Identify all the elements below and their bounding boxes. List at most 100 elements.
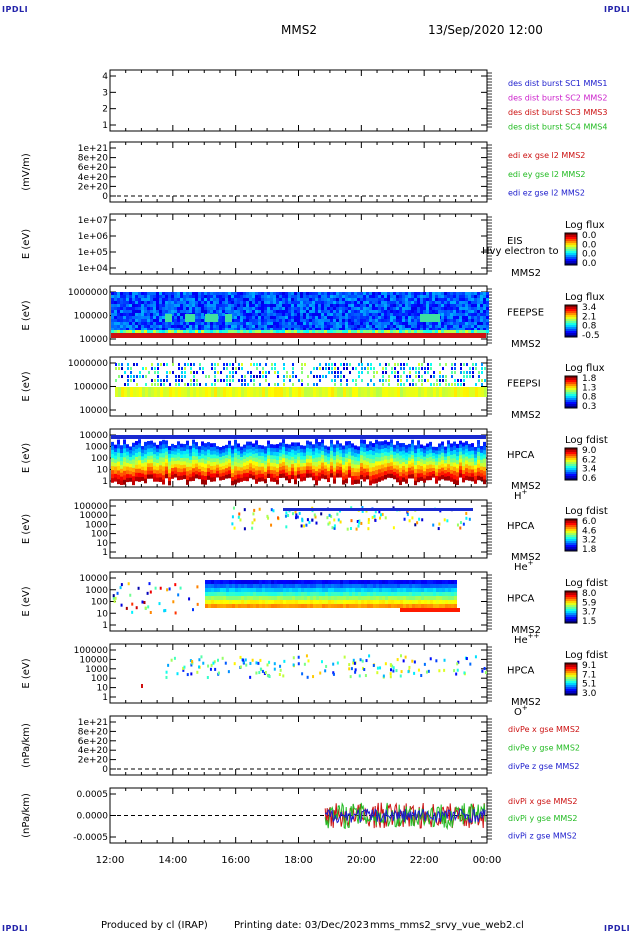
- spec-cell: [399, 325, 402, 328]
- spec-cell: [390, 295, 393, 298]
- spec-cell: [232, 371, 234, 374]
- spec-cell: [229, 600, 232, 604]
- spec-cell: [324, 301, 327, 304]
- spec-cell: [417, 469, 420, 474]
- spec-cell: [300, 445, 303, 450]
- spec-cell: [363, 476, 366, 482]
- spec-cell: [319, 367, 321, 370]
- spec-cell: [384, 447, 387, 453]
- spec-cell: [216, 330, 219, 333]
- spec-cell: [211, 592, 214, 596]
- spec-cell: [267, 301, 270, 304]
- spec-cell: [474, 292, 477, 295]
- spec-cell: [117, 466, 120, 471]
- spec-cell: [321, 454, 324, 460]
- spec-cell: [333, 475, 336, 480]
- spec-cell: [166, 375, 168, 378]
- spec-cell: [117, 330, 120, 333]
- spec-cell: [351, 316, 354, 319]
- spec-cell: [177, 313, 180, 316]
- spec-cell: [219, 460, 222, 464]
- spec-cell: [234, 466, 237, 472]
- legend-entry: divPi y gse MMS2: [508, 814, 577, 823]
- spec-cell: [336, 473, 339, 478]
- spec-cell: [348, 319, 351, 322]
- spec-cell: [192, 298, 195, 301]
- spec-cell: [174, 454, 177, 459]
- spec-cell: [354, 325, 357, 328]
- spec-cell: [216, 301, 219, 304]
- spec-cell: [208, 600, 211, 604]
- spec-cell: [255, 457, 258, 463]
- spec-cell: [459, 469, 462, 474]
- spec-cell: [363, 325, 366, 328]
- spec-cell: [301, 367, 303, 370]
- spec-cell: [348, 325, 351, 328]
- spec-cell: [420, 301, 423, 304]
- spec-cell: [300, 459, 303, 464]
- spec-cell: [180, 322, 183, 325]
- spec-cell: [339, 450, 342, 454]
- spec-cell: [126, 330, 129, 333]
- spec-cell: [162, 475, 165, 481]
- spec-cell: [360, 521, 363, 525]
- spec-cell: [120, 301, 123, 304]
- spec-cell: [262, 367, 264, 370]
- spec-cell: [439, 363, 441, 366]
- spec-cell: [279, 473, 282, 478]
- spec-cell: [180, 292, 183, 295]
- spec-cell: [144, 462, 147, 467]
- spec-cell: [244, 375, 246, 378]
- spec-cell: [414, 445, 417, 450]
- spec-cell: [175, 375, 177, 378]
- spec-cell: [177, 452, 180, 458]
- spec-cell: [345, 457, 348, 463]
- spec-cell: [397, 371, 399, 374]
- spec-cell: [375, 298, 378, 301]
- spec-cell: [126, 447, 129, 453]
- spec-cell: [198, 328, 201, 331]
- spec-cell: [156, 322, 159, 325]
- spec-cell: [339, 298, 342, 301]
- spec-cell: [309, 459, 312, 464]
- spec-cell: [171, 467, 174, 472]
- spec-patch: [420, 314, 440, 322]
- spec-cell: [232, 363, 234, 366]
- spec-cell: [481, 387, 484, 397]
- spec-cell: [390, 454, 393, 459]
- spec-cell: [303, 304, 306, 307]
- spec-cell: [294, 454, 297, 460]
- spec-cell: [291, 316, 294, 319]
- spec-cell: [432, 458, 435, 463]
- spec-cell: [486, 313, 489, 316]
- spec-cell: [483, 307, 486, 310]
- spec-cell: [426, 461, 429, 466]
- spec-cell: [369, 476, 372, 482]
- spec-cell: [252, 310, 255, 313]
- spec-cell: [483, 458, 486, 464]
- spec-cell: [181, 371, 183, 374]
- spec-cell: [264, 307, 267, 310]
- spec-cell: [111, 295, 114, 298]
- spec-cell: [366, 313, 369, 316]
- spec-cell: [244, 592, 247, 596]
- spec-cell: [291, 307, 294, 310]
- spec-cell: [261, 330, 264, 333]
- spec-cell: [399, 292, 402, 295]
- spec-cell: [339, 310, 342, 313]
- spec-cell: [133, 363, 135, 366]
- spec-cell: [291, 325, 294, 328]
- spec-cell: [444, 298, 447, 301]
- spec-cell: [366, 322, 369, 325]
- spec-cell: [408, 301, 411, 304]
- colorbar-cell: [565, 667, 577, 670]
- spec-cell: [288, 444, 291, 449]
- spec-cell: [138, 464, 141, 470]
- spec-cell: [342, 307, 345, 310]
- spec-cell: [345, 453, 348, 459]
- spec-cell: [270, 444, 273, 449]
- spec-cell: [285, 328, 288, 331]
- spec-cell: [357, 524, 360, 528]
- spec-cell: [207, 453, 210, 458]
- spec-cell: [198, 298, 201, 301]
